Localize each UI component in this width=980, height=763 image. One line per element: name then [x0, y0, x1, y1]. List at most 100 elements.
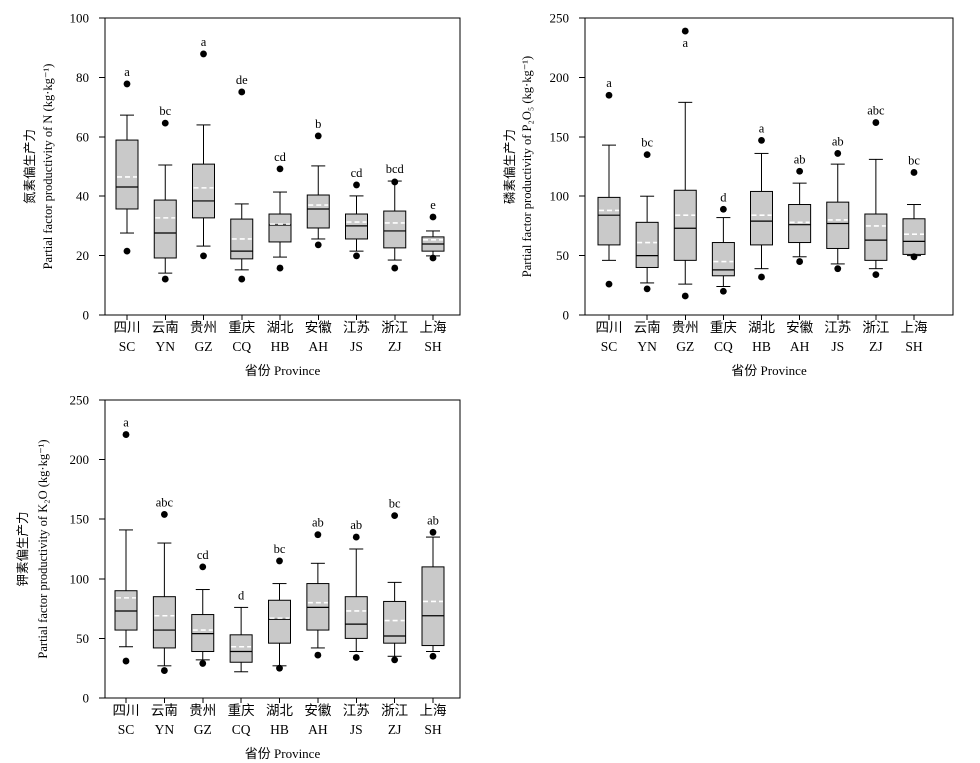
outlier-point — [643, 151, 651, 159]
significance-letter: bc — [274, 542, 286, 556]
outlier-point — [391, 178, 399, 186]
x-tick-label-code: YN — [156, 339, 176, 354]
plot-frame — [104, 399, 461, 699]
outlier-point — [391, 512, 399, 520]
significance-letter: d — [720, 190, 727, 204]
outlier-point — [429, 254, 437, 262]
box-zj: bc — [383, 497, 407, 664]
y-axis-label-en: Partial factor productivity of N (kg·kg⁻… — [41, 64, 55, 270]
x-tick-label-zh: 四川 — [114, 320, 141, 335]
outlier-point — [238, 88, 246, 96]
x-tick-label-zh: 安徽 — [786, 320, 814, 335]
significance-letter: a — [682, 36, 688, 50]
x-tick-label-code: CQ — [714, 339, 733, 354]
interquartile-box — [344, 596, 368, 639]
box-ah: ab — [788, 152, 812, 265]
outlier-point — [352, 533, 360, 541]
significance-letter: a — [759, 121, 765, 135]
x-tick-label-code: SH — [424, 722, 442, 737]
significance-letter: bc — [908, 153, 920, 167]
interquartile-box — [711, 242, 735, 277]
x-tick-label-zh: 浙江 — [381, 320, 408, 335]
x-tick-label-code: YN — [637, 339, 657, 354]
x-tick-label-code: SH — [905, 339, 923, 354]
interquartile-box — [192, 163, 215, 219]
box-sh: e — [421, 198, 445, 262]
x-tick-label-code: AH — [309, 339, 329, 354]
interquartile-box — [306, 194, 330, 229]
box-ah: b — [306, 117, 330, 249]
box-yn: bc — [153, 104, 177, 283]
outlier-point — [429, 652, 437, 660]
outlier-point — [719, 205, 727, 213]
box-cq: de — [230, 73, 254, 283]
outlier-point — [200, 50, 207, 58]
interquartile-box — [421, 566, 445, 647]
y-tick-label: 100 — [70, 571, 90, 586]
outlier-point — [796, 258, 804, 265]
x-tick-label-zh: 重庆 — [710, 320, 737, 335]
outlier-point — [353, 181, 360, 189]
interquartile-box — [383, 600, 407, 644]
significance-letter: bc — [641, 136, 653, 150]
box-gz: cd — [191, 548, 215, 667]
significance-letter: e — [430, 198, 436, 212]
y-tick-label: 0 — [83, 691, 90, 706]
significance-letter: cd — [351, 166, 364, 180]
significance-letter: a — [201, 35, 207, 49]
x-tick-label-zh: 贵州 — [672, 320, 699, 335]
outlier-point — [314, 132, 322, 140]
outlier-point — [834, 265, 842, 273]
interquartile-box — [152, 596, 176, 649]
outlier-point — [681, 292, 689, 300]
significance-letter: ab — [427, 513, 439, 527]
box-yn: abc — [152, 495, 176, 674]
outlier-point — [391, 264, 399, 272]
x-tick-label-zh: 浙江 — [381, 703, 408, 718]
y-axis-label-en: Partial factor productivity of K₂O (kg·k… — [36, 439, 50, 658]
box-sh: ab — [421, 513, 445, 660]
outlier-point — [161, 275, 169, 283]
x-tick-label-zh: 安徽 — [304, 703, 331, 718]
outlier-point — [276, 557, 283, 565]
x-tick-label-code: GZ — [195, 339, 213, 354]
significance-letter: cd — [197, 548, 210, 562]
outlier-point — [758, 136, 765, 144]
outlier-point — [276, 165, 284, 173]
y-tick-label: 40 — [76, 189, 89, 204]
box-sh: bc — [902, 153, 926, 261]
x-tick-label-code: SH — [424, 339, 442, 354]
outlier-point — [238, 275, 246, 283]
outlier-point — [123, 247, 131, 255]
interquartile-box — [902, 218, 926, 255]
x-tick-label-code: HB — [271, 339, 290, 354]
x-tick-label-zh: 上海 — [420, 703, 447, 718]
x-tick-label-code: JS — [350, 722, 363, 737]
outlier-point — [643, 285, 651, 293]
chart-panel-2: 0 50 100 150 200 250 四川 SC 云南 YN 贵州 GZ 重庆 CQ 湖北 HB 安徽 AH 江… — [502, 11, 954, 378]
x-axis-label: 省份 Province — [245, 746, 321, 761]
interquartile-box — [229, 634, 253, 663]
x-tick-label-code: CQ — [232, 339, 251, 354]
box-sc: a — [114, 416, 138, 665]
significance-letter: abc — [867, 104, 885, 118]
box-hb: cd — [268, 150, 292, 272]
x-tick-label-zh: 贵州 — [189, 703, 216, 718]
interquartile-box — [383, 210, 407, 249]
x-tick-label-zh: 江苏 — [824, 320, 851, 335]
box-sc: a — [597, 76, 621, 288]
outlier-point — [834, 150, 842, 157]
x-tick-label-zh: 四川 — [113, 703, 140, 718]
outlier-point — [910, 169, 918, 176]
significance-letter: a — [123, 416, 129, 430]
chart-panel-1: 0 20 40 60 80 100 四川 SC 云南 YN 贵州 GZ 重庆 CQ 湖北 HB 安徽 AH 江苏 JS… — [22, 11, 461, 378]
box-js: cd — [345, 166, 368, 260]
y-tick-label: 150 — [70, 512, 90, 527]
x-tick-label-code: CQ — [232, 722, 251, 737]
outlier-point — [352, 654, 360, 661]
significance-letter: ab — [832, 134, 844, 148]
interquartile-box — [115, 139, 139, 210]
x-tick-label-zh: 湖北 — [267, 320, 294, 335]
x-tick-label-code: ZJ — [869, 339, 883, 354]
